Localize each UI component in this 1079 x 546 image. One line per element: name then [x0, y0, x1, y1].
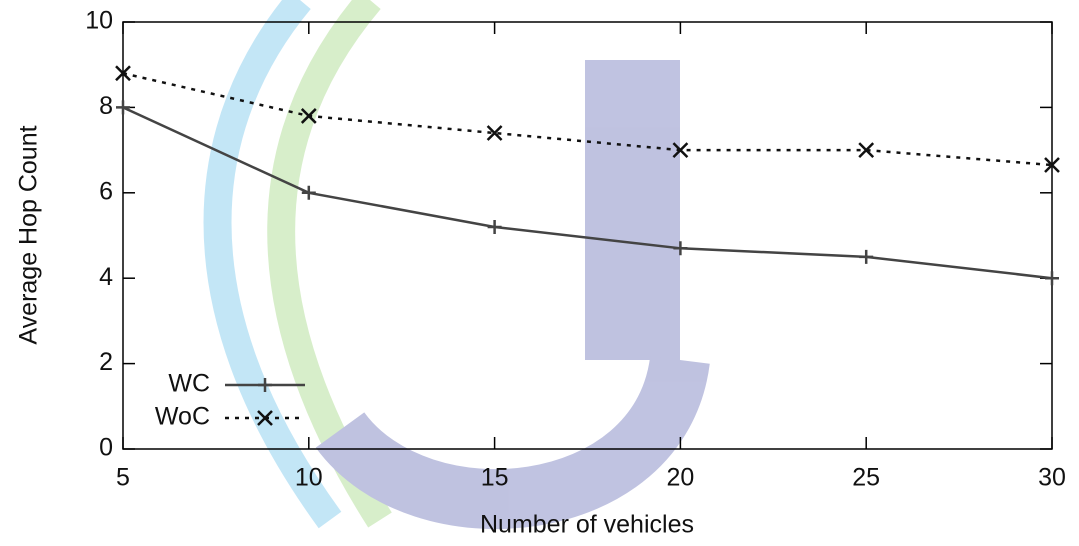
marker	[300, 108, 317, 124]
marker	[301, 185, 316, 200]
marker	[859, 249, 874, 264]
x-tick-label: 20	[666, 464, 694, 492]
watermark	[203, 0, 710, 530]
marker	[672, 142, 689, 158]
marker	[1044, 157, 1060, 173]
plot-frame	[122, 21, 1053, 450]
marker	[1045, 271, 1059, 286]
series-line	[122, 106, 1053, 280]
marker	[257, 410, 273, 426]
y-tick-label: 10	[85, 7, 113, 35]
y-axis-label: Average Hop Count	[15, 125, 43, 344]
marker	[487, 219, 502, 234]
y-tick-label: 8	[99, 92, 113, 120]
series-line	[122, 72, 1053, 167]
y-tick-label: 2	[99, 348, 113, 376]
x-tick-label: 25	[852, 464, 880, 492]
x-axis-label: Number of vehicles	[480, 511, 694, 539]
marker	[115, 65, 131, 82]
legend-label: WC	[168, 370, 210, 398]
x-tick-label: 5	[116, 464, 130, 492]
x-tick-label: 10	[295, 464, 323, 492]
y-tick-label: 6	[99, 177, 113, 205]
marker	[673, 241, 688, 256]
legend-label: WoC	[155, 403, 210, 431]
y-tick-label: 4	[99, 263, 113, 291]
x-tick-label: 15	[481, 464, 509, 492]
marker	[116, 100, 130, 115]
y-tick-label: 0	[99, 434, 113, 462]
marker	[258, 378, 272, 392]
x-tick-label: 30	[1038, 464, 1066, 492]
marker	[858, 142, 875, 158]
marker	[486, 125, 503, 141]
